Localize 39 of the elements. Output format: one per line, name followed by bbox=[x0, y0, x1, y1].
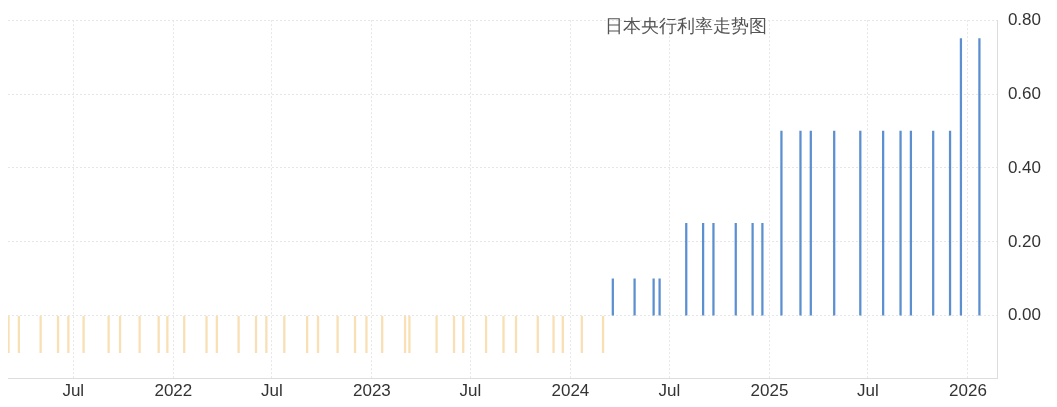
bar bbox=[82, 315, 85, 354]
x-tick-label: Jul bbox=[857, 381, 879, 401]
bar bbox=[435, 315, 438, 354]
bar bbox=[633, 278, 636, 316]
bar bbox=[899, 130, 902, 316]
x-tick-label: 2022 bbox=[154, 381, 193, 401]
bar bbox=[138, 315, 141, 354]
bar bbox=[552, 315, 555, 354]
bar bbox=[67, 315, 70, 354]
bar bbox=[107, 315, 110, 354]
bar bbox=[237, 315, 240, 354]
x-tick-label: Jul bbox=[62, 381, 85, 401]
bar bbox=[205, 315, 208, 354]
x-tick-label: Jul bbox=[459, 381, 482, 401]
bar bbox=[365, 315, 368, 354]
x-tick-label: 2025 bbox=[750, 381, 789, 401]
y-tick-label: 0.20 bbox=[1007, 231, 1042, 251]
bar bbox=[502, 315, 505, 354]
bar bbox=[761, 223, 764, 316]
x-tick-label: 2023 bbox=[352, 381, 391, 401]
x-tick-label: Jul bbox=[658, 381, 681, 401]
x-tick-label: 2026 bbox=[949, 381, 987, 401]
bar bbox=[978, 38, 981, 316]
y-tick-label: 0.40 bbox=[1007, 157, 1042, 177]
y-tick-label: 0.80 bbox=[1007, 9, 1042, 29]
bar bbox=[658, 278, 661, 316]
bar bbox=[408, 315, 411, 354]
bar bbox=[712, 223, 715, 316]
bar bbox=[652, 278, 655, 316]
bar bbox=[799, 130, 802, 316]
bar bbox=[336, 315, 339, 354]
y-tick-label: 0.00 bbox=[1007, 305, 1042, 325]
bar bbox=[8, 315, 10, 354]
y-tick-label: 0.60 bbox=[1007, 83, 1042, 103]
chart-title: 日本央行利率走势图 bbox=[605, 14, 767, 38]
x-tick-label: Jul bbox=[260, 381, 283, 401]
bar bbox=[780, 130, 783, 316]
x-tick-label: 2024 bbox=[551, 381, 590, 401]
bar bbox=[751, 223, 754, 316]
